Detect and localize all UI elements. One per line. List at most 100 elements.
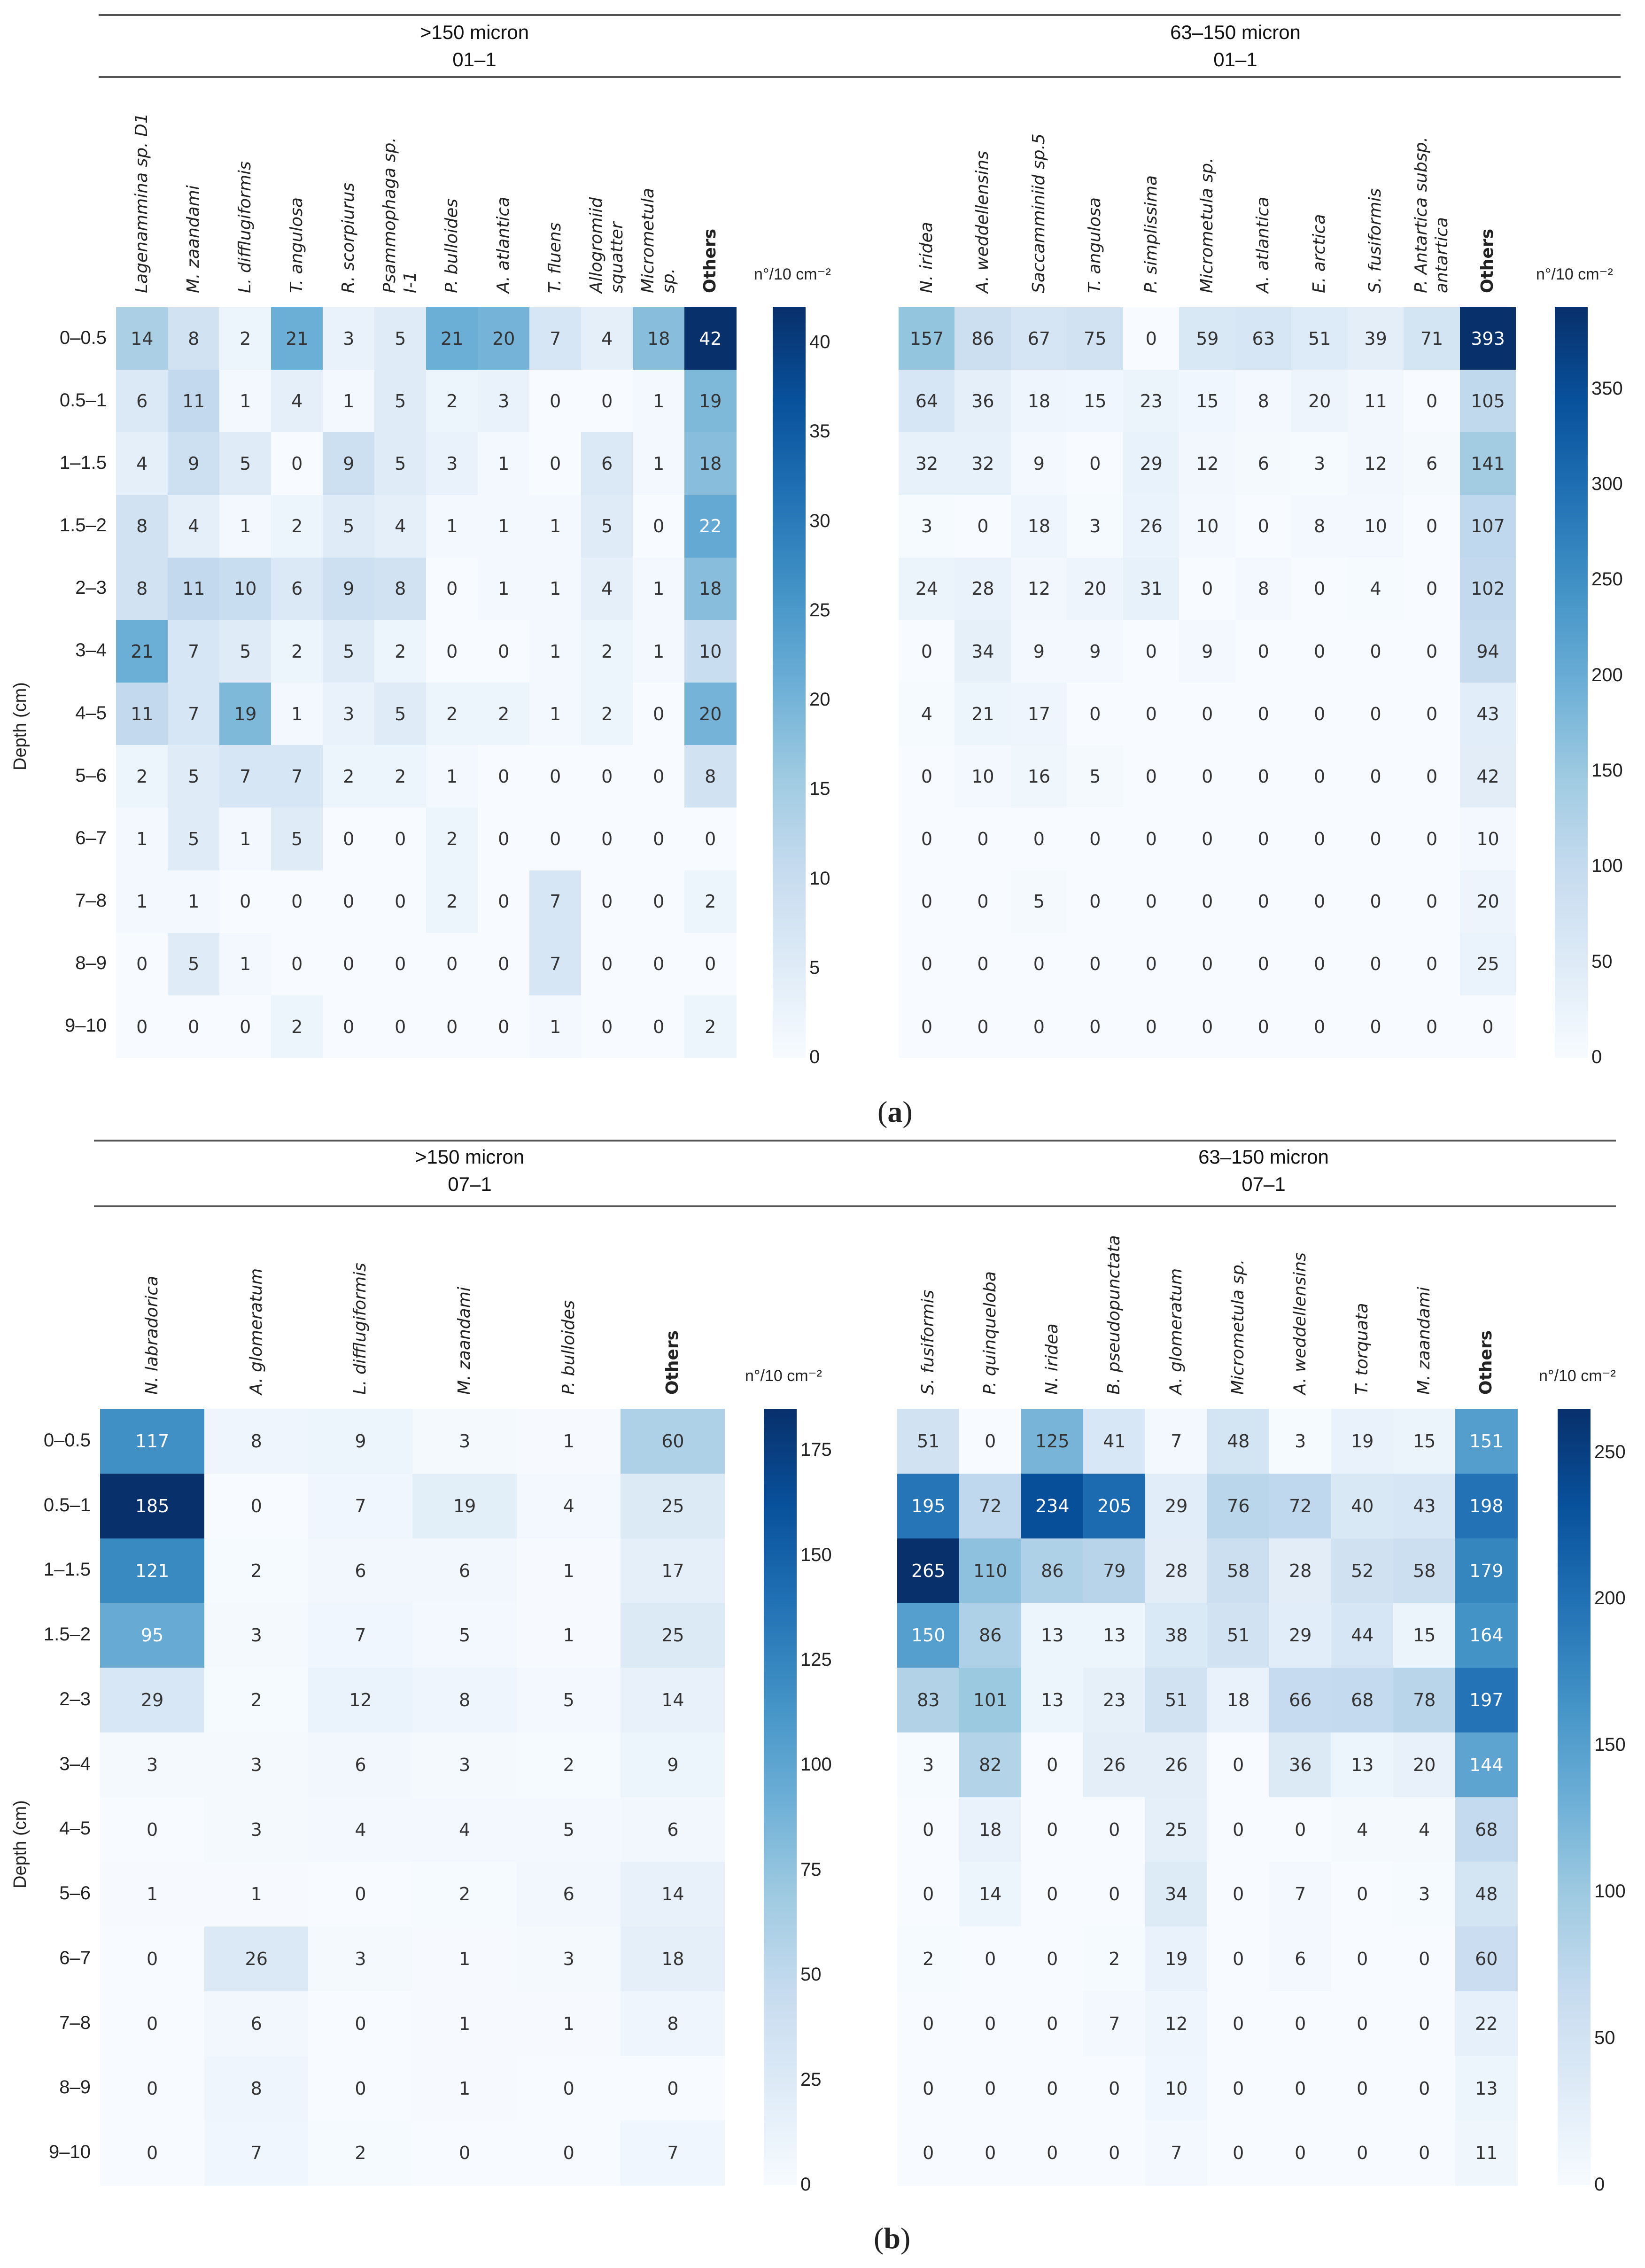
heatmap-cell: 0 — [581, 745, 633, 808]
heatmap-cell: 24 — [899, 557, 955, 621]
colorbar-tick-label: 30 — [809, 510, 830, 531]
colorbar-tick-label: 15 — [809, 778, 830, 800]
heatmap-cell: 19 — [219, 683, 272, 746]
heatmap-cell: 9 — [323, 557, 375, 621]
heatmap-cell: 2 — [412, 1862, 517, 1927]
heatmap-cell: 141 — [1459, 432, 1516, 495]
heatmap-cell: 12 — [1347, 432, 1404, 495]
section-core: 07–1 — [1242, 1173, 1286, 1195]
heatmap-cell: 0 — [516, 2056, 621, 2121]
heatmap-cell: 12 — [1010, 557, 1067, 621]
row-label: 5–6 — [75, 765, 107, 786]
heatmap-cell: 8 — [168, 307, 220, 370]
row-label: 2–3 — [75, 577, 107, 598]
colorbar-tick-label: 10 — [809, 868, 830, 889]
heatmap-cell: 0 — [1235, 683, 1292, 746]
heatmap-cell: 0 — [478, 745, 530, 808]
heatmap-cell: 29 — [1145, 1473, 1208, 1538]
heatmap-cell: 4 — [116, 432, 168, 495]
heatmap-cell: 0 — [1179, 745, 1236, 808]
heatmap-cell: 18 — [1207, 1668, 1270, 1733]
heatmap-cell: 43 — [1459, 683, 1516, 746]
heatmap-cell: 3 — [1269, 1409, 1332, 1474]
heatmap-cell: 0 — [897, 1991, 960, 2056]
column-label: E. arctica — [1309, 214, 1329, 293]
column-label: A. atlantica — [494, 196, 513, 293]
heatmap-cell: 2 — [426, 683, 478, 746]
heatmap-cell: 2 — [426, 370, 478, 433]
heatmap-cell: 18 — [633, 307, 685, 370]
heatmap-cell: 0 — [959, 1991, 1022, 2056]
heatmap-cell: 0 — [1347, 808, 1404, 870]
heatmap-cell: 0 — [1404, 745, 1460, 808]
heatmap-cell: 0 — [308, 2056, 413, 2121]
colorbar-tick-label: 200 — [1594, 1588, 1626, 1609]
heatmap-cell: 9 — [323, 432, 375, 495]
heatmap-cell: 18 — [1010, 370, 1067, 433]
heatmap-cell: 13 — [1083, 1603, 1146, 1668]
heatmap-cell: 0 — [1083, 1797, 1146, 1862]
heatmap-cell: 11 — [168, 557, 220, 621]
heatmap-cell: 21 — [426, 307, 478, 370]
heatmap-cell: 0 — [1291, 808, 1348, 870]
heatmap-cell: 1 — [323, 370, 375, 433]
column-label: L. difflugiformis — [235, 161, 255, 293]
heatmap-cell: 0 — [374, 932, 427, 996]
section-size: 63–150 micron — [1198, 1146, 1329, 1168]
row-label: 6–7 — [59, 1947, 91, 1968]
heatmap-cell: 1 — [529, 683, 582, 746]
colorbar-tick-label: 50 — [1591, 951, 1613, 972]
heatmap-cell: 19 — [684, 370, 737, 433]
heatmap-cell: 60 — [621, 1409, 725, 1474]
heatmap-cell: 0 — [1404, 557, 1460, 621]
heatmap-cell: 179 — [1455, 1538, 1518, 1603]
panel-b-bottom-rule — [94, 1205, 1616, 1207]
column-label: P. simplissima — [1141, 175, 1161, 293]
column-label: A. atlantica — [1253, 196, 1273, 293]
heatmap-cell: 265 — [897, 1538, 960, 1603]
heatmap-cell: 5 — [271, 808, 323, 870]
heatmap-cell: 8 — [204, 2056, 309, 2121]
colorbar-tick-label: 20 — [809, 689, 830, 710]
heatmap-cell: 0 — [959, 1926, 1022, 1992]
row-label: 3–4 — [75, 640, 107, 661]
heatmap-cell: 4 — [1393, 1797, 1456, 1862]
heatmap-cell: 1 — [516, 1409, 621, 1474]
heatmap-cell: 0 — [308, 1991, 413, 2056]
heatmap-cell: 0 — [374, 808, 427, 870]
row-label: 1.5–2 — [59, 515, 107, 536]
heatmap-cell: 1 — [516, 1538, 621, 1603]
heatmap-cell: 0 — [1235, 870, 1292, 933]
heatmap-cell: 0 — [478, 932, 530, 996]
heatmap-cell: 68 — [1331, 1668, 1394, 1733]
heatmap-cell: 7 — [308, 1473, 413, 1538]
heatmap-cell: 7 — [168, 620, 220, 683]
heatmap-cell: 0 — [529, 745, 582, 808]
column-label: M. zaandami — [184, 185, 203, 293]
heatmap-cell: 0 — [633, 870, 685, 933]
heatmap-cell: 3 — [1291, 432, 1348, 495]
heatmap-cell: 6 — [308, 1732, 413, 1797]
heatmap-cell: 7 — [529, 307, 582, 370]
row-label: 2–3 — [59, 1688, 91, 1709]
heatmap-cell: 144 — [1455, 1732, 1518, 1797]
heatmap-cell: 0 — [1269, 1797, 1332, 1862]
heatmap-cell: 0 — [1404, 870, 1460, 933]
heatmap-cell: 8 — [1235, 557, 1292, 621]
section-core: 07–1 — [448, 1173, 492, 1195]
heatmap-cell: 94 — [1459, 620, 1516, 683]
colorbar-tick-label: 125 — [800, 1649, 832, 1670]
heatmap-cell: 1 — [529, 620, 582, 683]
heatmap-cell: 0 — [633, 808, 685, 870]
heatmap-cell: 3 — [308, 1926, 413, 1992]
heatmap-cell: 0 — [1021, 1797, 1084, 1862]
heatmap-cell: 3 — [412, 1409, 517, 1474]
heatmap-cell: 1 — [204, 1862, 309, 1927]
heatmap-cell: 2 — [271, 620, 323, 683]
heatmap-cell: 1 — [516, 1603, 621, 1668]
heatmap-cell: 0 — [954, 995, 1011, 1058]
heatmap-cell: 36 — [1269, 1732, 1332, 1797]
heatmap-cell: 52 — [1331, 1538, 1394, 1603]
column-label: T. torquata — [1352, 1303, 1372, 1395]
heatmap-cell: 0 — [204, 1473, 309, 1538]
